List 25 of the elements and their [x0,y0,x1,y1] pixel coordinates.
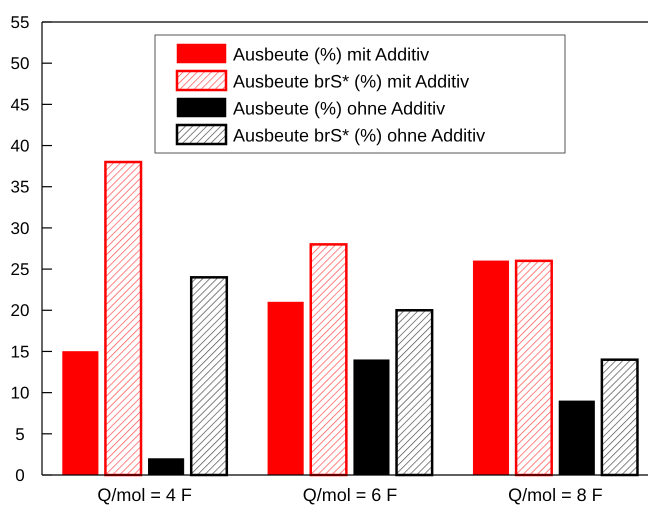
bar [62,351,98,476]
y-tick-label: 25 [10,260,30,280]
x-tick-label: Q/mol = 8 F [508,485,603,505]
y-tick-label: 0 [15,466,25,485]
y-tick-label: 55 [10,12,30,32]
y-tick-label: 40 [10,136,30,156]
legend-label: Ausbeute brS* (%) ohne Additiv [233,125,486,146]
bar [310,243,348,476]
x-tick-label: Q/mol = 4 F [97,485,192,505]
y-tick-label: 45 [10,95,30,114]
bar [268,302,304,476]
legend-label: Ausbeute brS* (%) mit Additiv [233,71,470,92]
y-tick-label: 5 [15,424,25,444]
bar [104,160,142,476]
bar [514,260,553,476]
y-tick-label: 50 [10,54,30,74]
y-tick-label: 20 [10,301,30,320]
legend-label: Ausbeute (%) mit Additiv [233,44,430,64]
y-tick-label: 30 [10,218,30,238]
legend-label: Ausbeute (%) ohne Additiv [233,98,446,118]
y-tick-label: 15 [10,342,30,362]
bar [472,260,510,476]
y-tick-label: 35 [10,178,30,197]
x-tick-label: Q/mol = 6 F [302,485,398,505]
y-tick-label: 10 [10,384,30,403]
